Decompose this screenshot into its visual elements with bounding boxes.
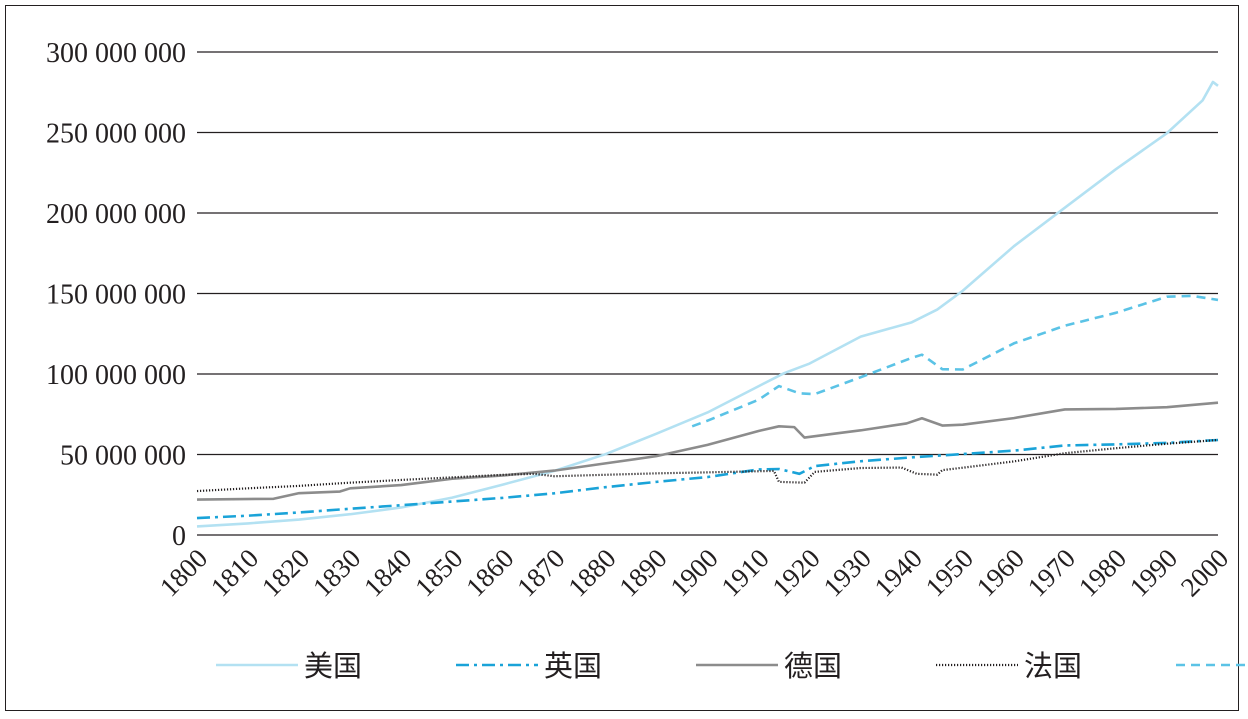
y-tick-label: 200 000 000 — [46, 199, 186, 230]
legend-label: 英国 — [544, 649, 602, 683]
legend-label: 美国 — [304, 649, 362, 683]
y-tick-label: 0 — [172, 521, 186, 552]
y-tick-label: 100 000 000 — [46, 360, 186, 391]
series-line-2 — [196, 401, 1219, 501]
x-tick-label: 1850 — [409, 543, 468, 602]
x-tick-label: 1980 — [1073, 543, 1132, 602]
x-tick-label: 1810 — [205, 543, 264, 602]
legend: 美国英国德国法国俄国 — [216, 649, 1248, 683]
y-tick-label: 50 000 000 — [60, 441, 186, 472]
series-lines — [196, 80, 1219, 528]
y-tick-label: 300 000 000 — [46, 38, 186, 69]
x-tick-label: 1910 — [715, 543, 774, 602]
x-tick-label: 1930 — [817, 543, 876, 602]
x-tick-label: 1860 — [460, 543, 519, 602]
series-line-0 — [196, 80, 1219, 528]
x-tick-label: 1940 — [869, 543, 928, 602]
x-tick-label: 1800 — [154, 543, 213, 602]
x-tick-label: 1970 — [1022, 543, 1081, 602]
x-tick-label: 1890 — [613, 543, 672, 602]
legend-label: 法国 — [1024, 649, 1082, 683]
y-tick-label: 150 000 000 — [46, 280, 186, 311]
gridlines — [197, 51, 1218, 536]
x-axis-ticks: 1800181018201830184018501860187018801890… — [154, 543, 1234, 602]
legend-label: 德国 — [784, 649, 842, 683]
x-tick-label: 2000 — [1175, 543, 1234, 602]
x-tick-label: 1900 — [664, 543, 723, 602]
x-tick-label: 1830 — [307, 543, 366, 602]
series-line-3 — [196, 438, 1219, 493]
chart-frame — [5, 5, 1239, 711]
x-tick-label: 1990 — [1124, 543, 1183, 602]
y-axis-ticks: 0 50 000 000 100 000 000 150 000 000 200 000… — [46, 38, 186, 552]
series-line-1 — [196, 438, 1219, 520]
x-tick-label: 1870 — [511, 543, 570, 602]
x-tick-label: 1820 — [256, 543, 315, 602]
x-tick-label: 1950 — [920, 543, 979, 602]
x-tick-label: 1920 — [766, 543, 825, 602]
series-line-4 — [691, 294, 1219, 428]
y-tick-label: 250 000 000 — [46, 119, 186, 150]
x-tick-label: 1960 — [971, 543, 1030, 602]
x-tick-label: 1880 — [562, 543, 621, 602]
x-tick-label: 1840 — [358, 543, 417, 602]
